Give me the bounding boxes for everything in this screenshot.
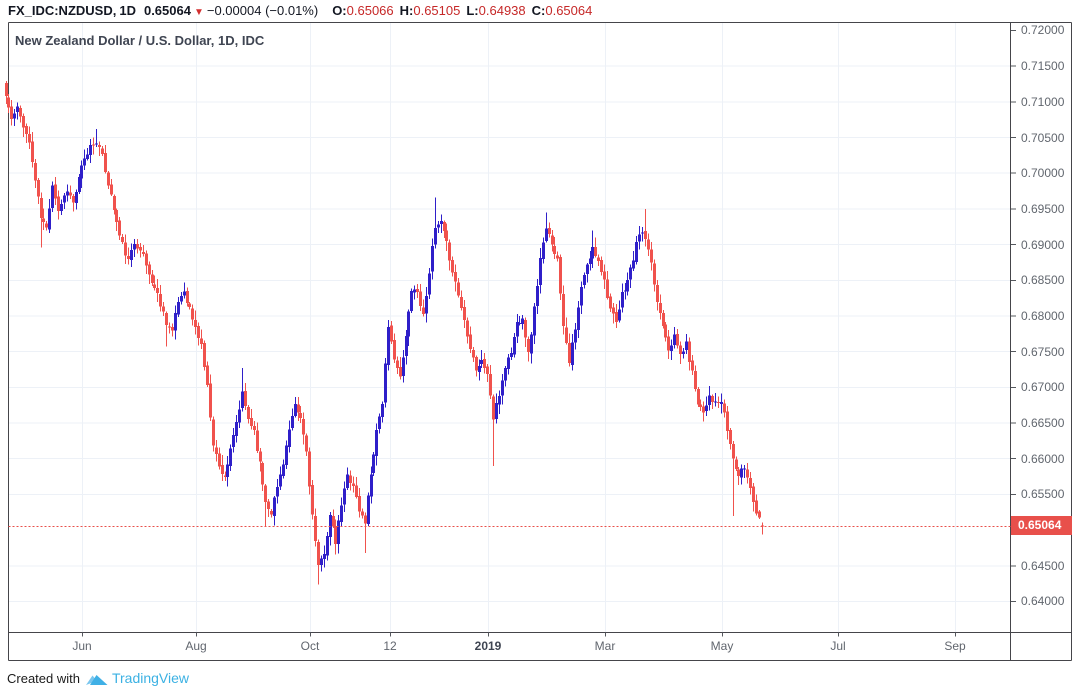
open-value: 0.65066 xyxy=(346,3,394,18)
price-tick-label: 0.65500 xyxy=(1021,487,1065,502)
chart-title: New Zealand Dollar / U.S. Dollar, 1D, ID… xyxy=(15,33,265,48)
price-change: −0.00004 (−0.01%) xyxy=(206,3,319,18)
time-tick-label: Aug xyxy=(185,639,207,653)
symbol-label: FX_IDC:NZDUSD, xyxy=(8,3,117,18)
last-price: 0.65064 xyxy=(143,3,191,18)
time-tick-label: Jun xyxy=(72,639,92,653)
time-tick-label: Oct xyxy=(300,639,320,653)
price-tick-label: 0.68500 xyxy=(1021,273,1065,288)
time-tick-label: 2019 xyxy=(474,639,502,653)
high-label: H: xyxy=(399,3,414,18)
attribution: Created with TradingView xyxy=(7,666,189,690)
price-tick-label: 0.67000 xyxy=(1021,380,1065,395)
price-tick-label: 0.66000 xyxy=(1021,451,1065,466)
interval-label: 1D xyxy=(119,3,136,18)
price-tick-label: 0.71500 xyxy=(1021,59,1065,74)
created-with-text: Created with xyxy=(7,670,80,686)
tradingview-link[interactable]: TradingView xyxy=(111,670,190,686)
time-tick-label: Sep xyxy=(944,639,966,653)
down-arrow-icon: ▼ xyxy=(193,7,204,18)
close-value: 0.65064 xyxy=(545,3,593,18)
price-tick-label: 0.70500 xyxy=(1021,130,1065,145)
price-tick-label: 0.69500 xyxy=(1021,201,1065,216)
low-value: 0.64938 xyxy=(478,3,526,18)
price-tick-label: 0.72000 xyxy=(1021,23,1065,38)
price-tick-label: 0.68000 xyxy=(1021,308,1065,323)
price-tick-label: 0.70000 xyxy=(1021,166,1065,181)
time-tick-label: 12 xyxy=(383,639,397,653)
price-tick-label: 0.69000 xyxy=(1021,237,1065,252)
price-line-label: 0.65064 xyxy=(1011,516,1072,536)
price-tick-label: 0.64000 xyxy=(1021,594,1065,609)
low-label: L: xyxy=(466,3,479,18)
time-tick-label: Jul xyxy=(830,639,846,653)
high-value: 0.65105 xyxy=(413,3,461,18)
open-label: O: xyxy=(332,3,347,18)
tradingview-logo-icon xyxy=(85,674,108,685)
price-tick-label: 0.67500 xyxy=(1021,344,1065,359)
price-tick-label: 0.71000 xyxy=(1021,94,1065,109)
time-tick-label: Mar xyxy=(594,639,616,653)
time-tick-label: May xyxy=(710,639,734,653)
close-label: C: xyxy=(531,3,546,18)
price-tick-label: 0.66500 xyxy=(1021,416,1065,431)
ohlc-bar: FX_IDC:NZDUSD, 1D 0.65064 ▼ −0.00004 (−0.01%… xyxy=(0,0,1076,22)
price-tick-label: 0.64500 xyxy=(1021,558,1065,573)
